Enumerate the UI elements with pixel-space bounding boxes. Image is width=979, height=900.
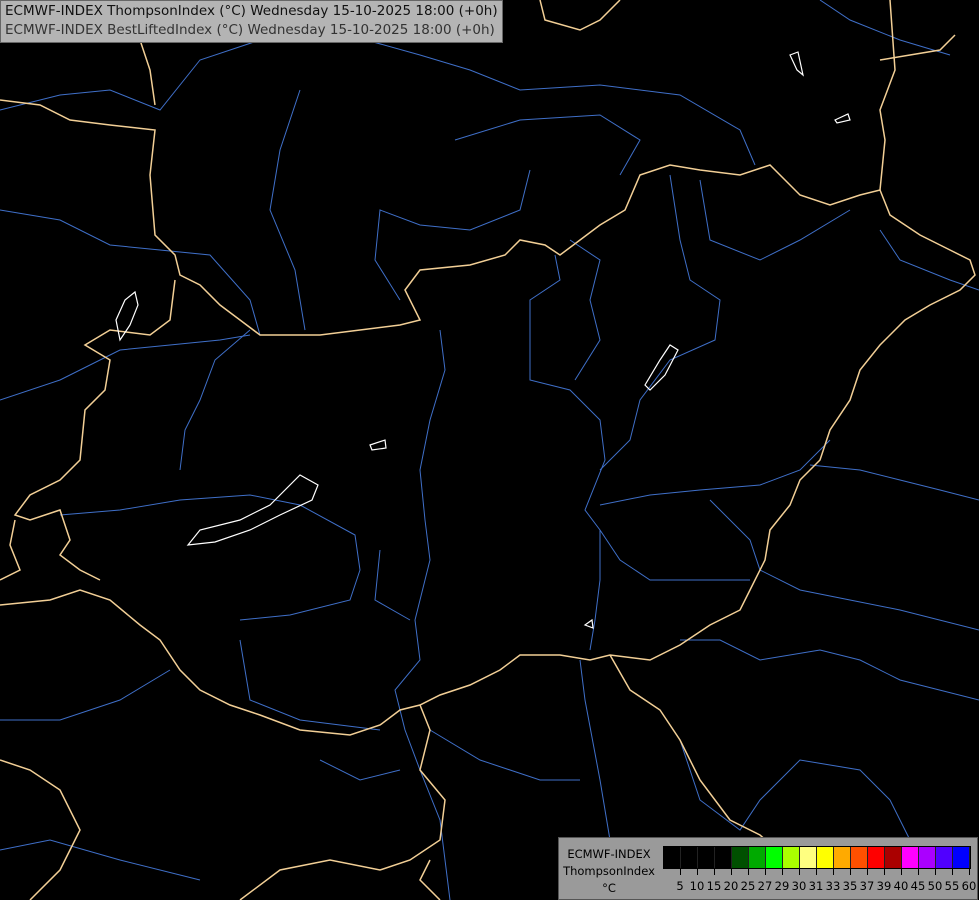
map-title: ECMWF-INDEX ThompsonIndex (°C) Wednesday…	[0, 0, 503, 43]
legend-tick-label: 45	[910, 879, 926, 893]
legend-tick-label: 15	[706, 879, 722, 893]
legend-tick	[714, 869, 715, 875]
legend-tick	[816, 869, 817, 875]
legend-tick	[782, 869, 783, 875]
legend-color-box	[885, 847, 902, 868]
legend-color-box	[766, 847, 783, 868]
legend-tick	[765, 869, 766, 875]
legend-model: ECMWF-INDEX	[567, 847, 651, 861]
legend-tick	[799, 869, 800, 875]
legend-color-box	[851, 847, 868, 868]
legend-color-box	[732, 847, 749, 868]
title-best-lifted-index: ECMWF-INDEX BestLiftedIndex (°C) Wednesd…	[5, 22, 495, 38]
legend-tick	[969, 869, 970, 875]
legend-tick	[833, 869, 834, 875]
color-legend: ECMWF-INDEX ThompsonIndex °C 5 10 15 20 25 27…	[558, 837, 978, 900]
legend-parameter: ThompsonIndex	[563, 864, 655, 878]
legend-color-box	[953, 847, 970, 868]
legend-tick	[918, 869, 919, 875]
legend-color-scale	[663, 846, 971, 869]
legend-tick	[731, 869, 732, 875]
legend-tick	[952, 869, 953, 875]
legend-color-box	[783, 847, 800, 868]
legend-color-box	[868, 847, 885, 868]
legend-tick-label: 5	[676, 879, 684, 893]
legend-tick-label: 33	[825, 879, 841, 893]
legend-tick-label: 29	[774, 879, 790, 893]
title-thompson-index: ECMWF-INDEX ThompsonIndex (°C) Wednesday…	[5, 3, 498, 19]
legend-tick-labels: 5 10 15 20 25 27 29 30 31 33 35 37 39 40 45 50 55 60	[663, 869, 976, 899]
lakes	[115, 51, 851, 629]
legend-color-box	[817, 847, 834, 868]
legend-tick	[867, 869, 868, 875]
legend-color-box	[936, 847, 953, 868]
legend-tick-label: 35	[842, 879, 858, 893]
legend-color-box	[902, 847, 919, 868]
legend-tick	[935, 869, 936, 875]
legend-tick	[697, 869, 698, 875]
legend-tick-label: 27	[757, 879, 773, 893]
legend-color-box	[698, 847, 715, 868]
legend-tick-label: 60	[961, 879, 977, 893]
legend-color-box	[919, 847, 936, 868]
legend-tick	[850, 869, 851, 875]
legend-color-box	[834, 847, 851, 868]
legend-tick-label: 30	[791, 879, 807, 893]
legend-tick-label: 25	[740, 879, 756, 893]
legend-tick-label: 50	[927, 879, 943, 893]
legend-color-box	[800, 847, 817, 868]
legend-tick	[901, 869, 902, 875]
legend-tick-label: 10	[689, 879, 705, 893]
legend-tick	[680, 869, 681, 875]
legend-tick-label: 31	[808, 879, 824, 893]
legend-tick	[748, 869, 749, 875]
legend-tick	[884, 869, 885, 875]
legend-tick-label: 20	[723, 879, 739, 893]
legend-color-box	[664, 847, 681, 868]
legend-title: ECMWF-INDEX ThompsonIndex °C	[559, 846, 659, 897]
legend-color-box	[715, 847, 732, 868]
legend-tick-label: 40	[893, 879, 909, 893]
legend-tick-label: 55	[944, 879, 960, 893]
legend-color-box	[749, 847, 766, 868]
legend-tick-label: 39	[876, 879, 892, 893]
legend-unit: °C	[602, 881, 616, 895]
legend-color-box	[681, 847, 698, 868]
legend-tick-label: 37	[859, 879, 875, 893]
